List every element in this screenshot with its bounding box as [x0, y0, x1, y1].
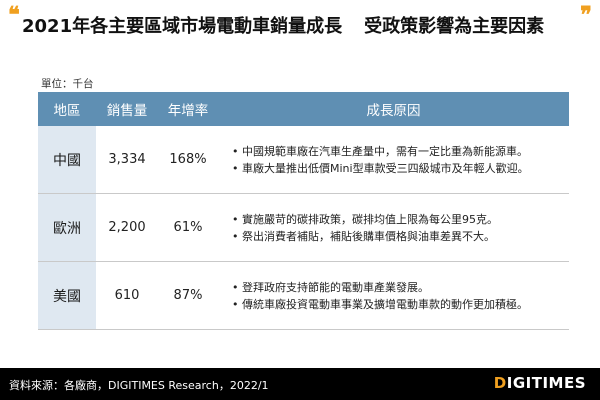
title-main: 2021年各主要區域市場電動車銷量成長 — [22, 16, 343, 37]
unit-label: 單位：千台 — [41, 78, 94, 90]
source-note: 資料來源：各廠商，DIGITIMES Research，2022/1 — [9, 379, 269, 392]
footer-bar: 資料來源：各廠商，DIGITIMES Research，2022/1 DIGIT… — [0, 368, 600, 400]
sales-table: 地區 銷售量 年增率 成長原因 中國 3,334 168% 中國規範車廠在汽車生… — [38, 92, 569, 330]
sales-cell: 3,334 — [108, 152, 146, 167]
reasons-cell: 實施嚴苛的碳排政策，碳排均值上限為每公里95克。 祭出消費者補貼，補貼後購車價格… — [218, 194, 569, 261]
header-region: 地區 — [53, 103, 81, 119]
header-sales: 銷售量 — [106, 103, 148, 119]
reasons-cell: 登拜政府支持節能的電動車產業發展。 傳統車廠投資電動車事業及擴增電動車款的動作更… — [218, 262, 569, 329]
reason-item: 傳統車廠投資電動車事業及擴增電動車款的動作更加積極。 — [232, 296, 569, 313]
table-row: 歐洲 2,200 61% 實施嚴苛的碳排政策，碳排均值上限為每公里95克。 祭出… — [38, 194, 569, 262]
region-cell: 中國 — [38, 126, 96, 193]
region-cell: 歐洲 — [38, 194, 96, 261]
logo-text: IGITIMES — [506, 374, 586, 392]
table-row: 中國 3,334 168% 中國規範車廠在汽車生產量中，需有一定比重為新能源車。… — [38, 126, 569, 194]
title-subtitle: 受政策影響為主要因素 — [364, 16, 545, 37]
reason-item: 中國規範車廠在汽車生產量中，需有一定比重為新能源車。 — [232, 143, 569, 160]
header-reasons: 成長原因 — [366, 103, 421, 119]
reason-item: 實施嚴苛的碳排政策，碳排均值上限為每公里95克。 — [232, 211, 569, 228]
growth-cell: 87% — [173, 288, 203, 303]
header-growth: 年增率 — [167, 103, 209, 119]
close-quote-mark: ❞ — [580, 2, 592, 28]
table-row: 美國 610 87% 登拜政府支持節能的電動車產業發展。 傳統車廠投資電動車事業… — [38, 262, 569, 330]
sales-cell: 610 — [114, 288, 140, 303]
reason-item: 登拜政府支持節能的電動車產業發展。 — [232, 279, 569, 296]
sales-cell: 2,200 — [108, 220, 146, 235]
page-title: 2021年各主要區域市場電動車銷量成長 受政策影響為主要因素 — [22, 12, 582, 38]
table-header: 地區 銷售量 年增率 成長原因 — [38, 92, 569, 126]
reason-item: 祭出消費者補貼，補貼後購車價格與油車差異不大。 — [232, 228, 569, 245]
region-cell: 美國 — [38, 262, 96, 329]
reasons-cell: 中國規範車廠在汽車生產量中，需有一定比重為新能源車。 車廠大量推出低價Mini型… — [218, 126, 569, 193]
reason-item: 車廠大量推出低價Mini型車款受三四級城市及年輕人歡迎。 — [232, 160, 569, 177]
growth-cell: 61% — [173, 220, 203, 235]
digitimes-logo: DIGITIMES — [494, 374, 586, 392]
growth-cell: 168% — [169, 152, 207, 167]
logo-mark: D — [493, 374, 507, 392]
open-quote-mark: ❝ — [8, 2, 20, 28]
